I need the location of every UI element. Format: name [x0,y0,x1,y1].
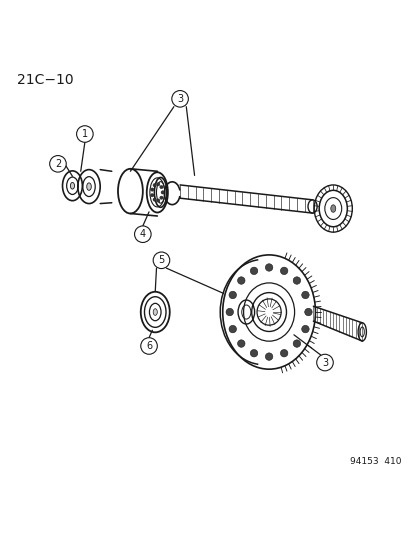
Circle shape [265,353,272,360]
Circle shape [134,226,151,243]
Circle shape [237,340,244,348]
Circle shape [292,277,300,284]
Circle shape [171,91,188,107]
Circle shape [301,325,309,333]
Circle shape [152,183,156,187]
Circle shape [301,291,309,298]
Circle shape [237,277,244,284]
Text: 2: 2 [55,159,61,169]
Text: 21C−10: 21C−10 [17,72,73,87]
Circle shape [150,193,154,197]
Text: 94153  410: 94153 410 [349,457,401,466]
Ellipse shape [330,205,335,212]
Ellipse shape [153,309,157,316]
Circle shape [228,325,236,333]
Circle shape [250,350,257,357]
Ellipse shape [70,182,74,189]
Circle shape [159,185,163,189]
Circle shape [280,350,287,357]
Text: 6: 6 [146,341,152,351]
Text: 3: 3 [321,358,327,368]
Circle shape [265,264,272,271]
Text: 3: 3 [177,94,183,104]
Circle shape [156,183,159,186]
Ellipse shape [87,183,91,190]
Text: 5: 5 [158,255,164,265]
Text: 1: 1 [82,129,88,139]
Circle shape [76,126,93,142]
Circle shape [50,156,66,172]
Circle shape [304,308,311,316]
Circle shape [225,308,233,316]
Circle shape [150,188,154,191]
Circle shape [250,267,257,274]
Circle shape [159,196,163,199]
Circle shape [153,252,169,269]
Circle shape [228,291,236,298]
Circle shape [140,338,157,354]
Circle shape [152,198,156,201]
Circle shape [161,191,164,194]
Circle shape [316,354,332,371]
Circle shape [156,199,159,202]
Circle shape [280,267,287,274]
Text: 4: 4 [140,229,145,239]
Circle shape [292,340,300,348]
